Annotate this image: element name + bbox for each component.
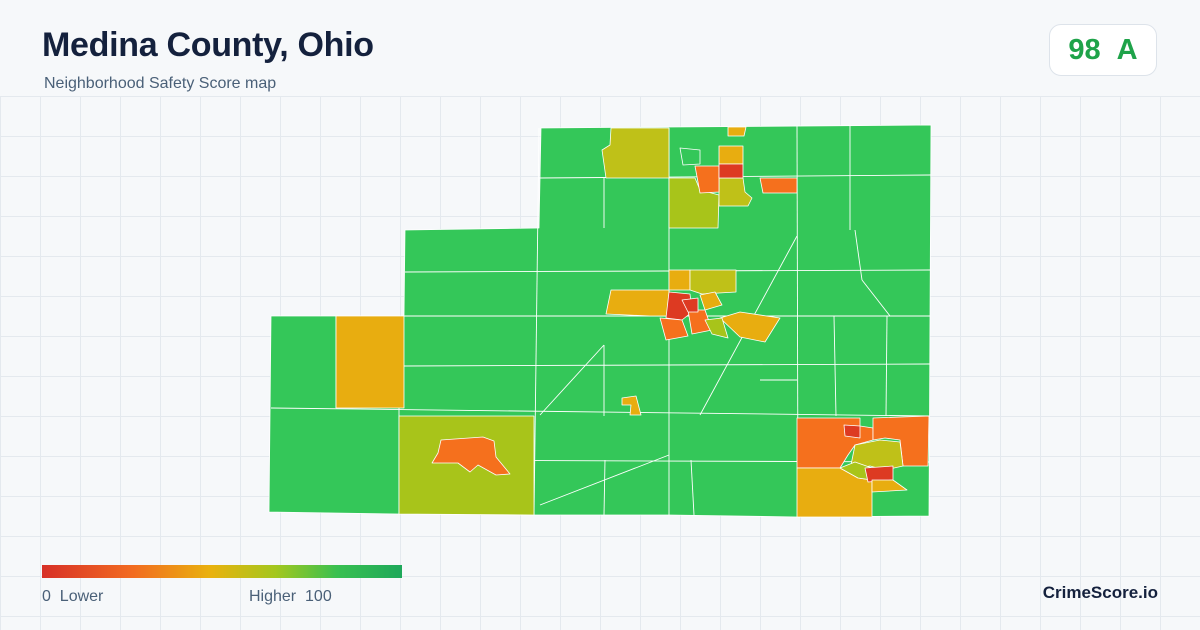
map-region[interactable] [699,291,723,311]
legend-min-label: Lower [59,588,104,605]
southeast-cluster [796,415,930,518]
page-subtitle: Neighborhood Safety Score map [44,75,277,92]
central-cluster [605,269,781,416]
header [0,0,1200,96]
map-region[interactable] [718,163,744,179]
map-region[interactable] [431,436,511,476]
map-region[interactable] [689,269,737,295]
map-region[interactable] [759,177,798,194]
map-region[interactable] [601,127,670,179]
map-region[interactable] [843,424,861,439]
legend-max-group: Higher 100 [249,588,332,606]
map-region[interactable] [659,317,689,341]
brand-logo-text: CrimeScore.io [1042,583,1158,602]
page-title: Medina County, Ohio [42,26,374,64]
map-region[interactable] [679,147,701,166]
map-region[interactable] [668,269,691,291]
map-region[interactable] [871,479,908,493]
map-region[interactable] [621,395,642,416]
map-region[interactable] [718,145,744,165]
map-region[interactable] [727,126,747,137]
map-region[interactable] [694,165,720,194]
map-region[interactable] [719,311,781,343]
southwest-region [335,315,535,516]
map-region[interactable] [335,315,405,409]
score-grade: A [1116,33,1138,66]
map-region[interactable] [665,291,693,321]
map-region[interactable] [605,289,670,317]
legend-max: 100 [305,588,332,605]
legend-min-group: 0 Lower [42,588,103,606]
map-region[interactable] [681,297,699,313]
legend-max-label: Higher [249,588,297,605]
score-value: 98 [1068,33,1101,66]
north-cluster [601,126,798,229]
safety-score-card: 98 A [1049,24,1157,76]
legend-min: 0 [42,588,51,605]
legend-color-scale [42,565,402,578]
map-region[interactable] [704,317,729,339]
